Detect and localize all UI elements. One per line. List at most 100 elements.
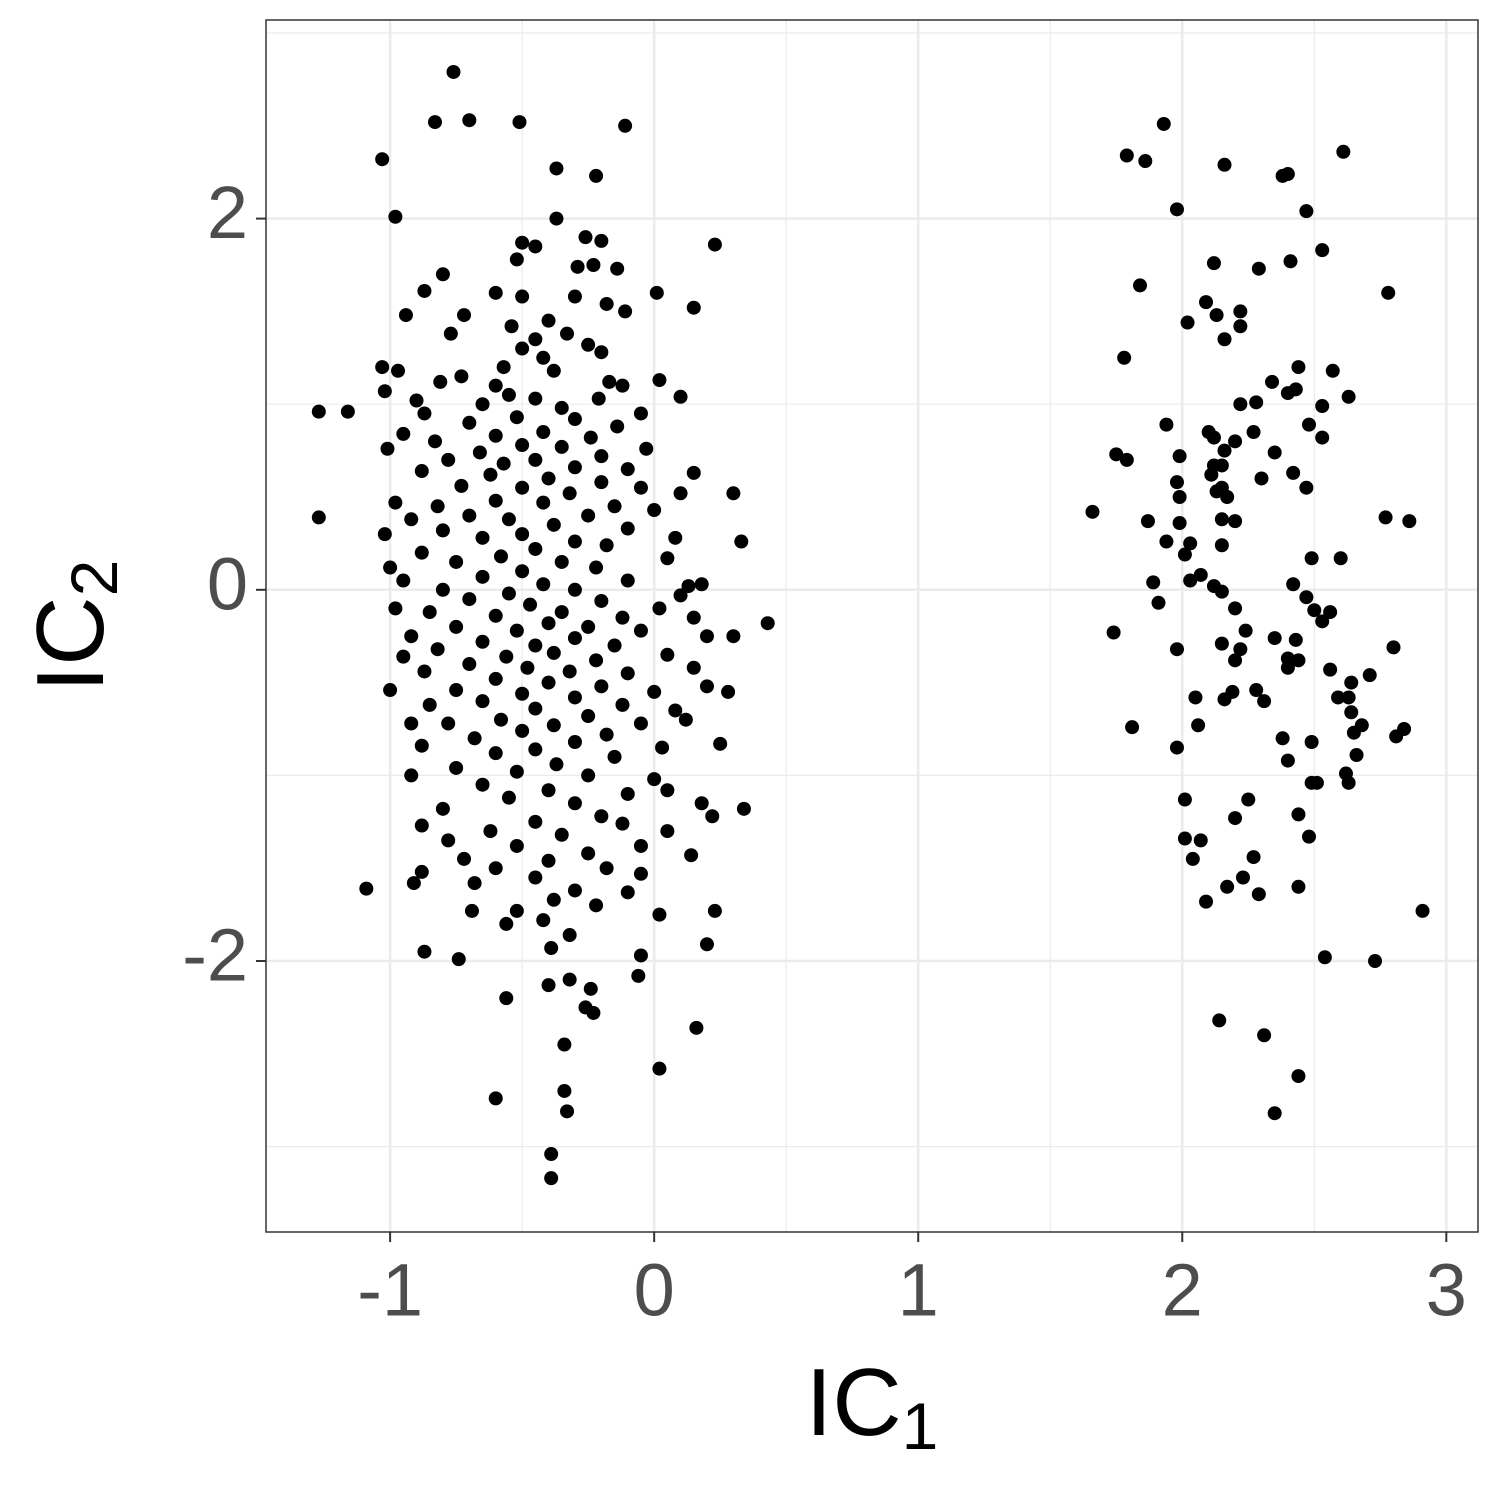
point	[488, 746, 503, 761]
point	[1169, 202, 1184, 217]
point	[1138, 154, 1153, 169]
point	[544, 941, 559, 956]
point	[541, 313, 556, 328]
point	[388, 209, 403, 224]
point	[562, 664, 577, 679]
point	[528, 814, 543, 829]
point	[449, 619, 464, 634]
point	[1251, 887, 1266, 902]
point	[1267, 1106, 1282, 1121]
point	[1331, 690, 1346, 705]
point	[652, 1061, 667, 1076]
point	[615, 610, 630, 625]
point	[509, 623, 524, 638]
point	[639, 441, 654, 456]
point	[721, 684, 736, 699]
x-tick-label: 1	[898, 1249, 939, 1332]
point	[562, 972, 577, 987]
point	[1185, 851, 1200, 866]
point	[736, 801, 751, 816]
point	[620, 573, 635, 588]
point	[726, 629, 741, 644]
point	[359, 881, 374, 896]
point	[488, 608, 503, 623]
point	[1402, 514, 1417, 529]
point	[1180, 315, 1195, 330]
point	[633, 623, 648, 638]
point	[652, 907, 667, 922]
point	[475, 694, 490, 709]
point	[417, 283, 432, 298]
point	[652, 373, 667, 388]
point	[383, 683, 398, 698]
y-axis-title-sub: 2	[57, 560, 131, 597]
point	[1206, 430, 1221, 445]
point	[472, 445, 487, 460]
point	[441, 716, 456, 731]
point	[422, 605, 437, 620]
point	[594, 475, 609, 490]
point	[1307, 603, 1322, 618]
point	[441, 833, 456, 848]
point	[462, 113, 477, 128]
point	[1214, 512, 1229, 527]
point	[430, 499, 445, 514]
point	[1214, 538, 1229, 553]
point	[528, 452, 543, 467]
point	[457, 308, 472, 323]
point	[581, 768, 596, 783]
point	[549, 161, 564, 176]
point	[406, 876, 421, 891]
point	[536, 425, 551, 440]
point	[647, 772, 662, 787]
point	[414, 464, 429, 479]
point	[647, 502, 662, 517]
point	[515, 341, 530, 356]
point	[1341, 690, 1356, 705]
point	[567, 534, 582, 549]
point	[523, 597, 538, 612]
point	[1183, 536, 1198, 551]
point	[1389, 729, 1404, 744]
point	[660, 647, 675, 662]
point	[488, 1091, 503, 1106]
point	[1159, 534, 1174, 549]
point	[546, 363, 561, 378]
x-tick-label: -1	[357, 1249, 423, 1332]
point	[499, 649, 514, 664]
point	[541, 978, 556, 993]
point	[586, 257, 601, 272]
point	[589, 168, 604, 183]
point	[449, 554, 464, 569]
point	[546, 892, 561, 907]
point	[1177, 792, 1192, 807]
point	[591, 391, 606, 406]
point	[377, 527, 392, 542]
point	[599, 727, 614, 742]
point	[1172, 490, 1187, 505]
point	[475, 530, 490, 545]
point	[699, 679, 714, 694]
point	[562, 486, 577, 501]
point	[454, 478, 469, 493]
point	[1299, 204, 1314, 219]
point	[1249, 683, 1264, 698]
point	[570, 259, 585, 274]
point	[512, 115, 527, 130]
point	[414, 864, 429, 879]
point	[1233, 304, 1248, 319]
point	[557, 1037, 572, 1052]
point	[541, 616, 556, 631]
point	[1140, 514, 1155, 529]
point	[694, 577, 709, 592]
point	[589, 653, 604, 668]
point	[660, 824, 675, 839]
point	[707, 237, 722, 252]
point	[462, 508, 477, 523]
point	[1344, 705, 1359, 720]
point	[494, 549, 509, 564]
point	[1238, 623, 1253, 638]
point	[557, 1083, 572, 1098]
